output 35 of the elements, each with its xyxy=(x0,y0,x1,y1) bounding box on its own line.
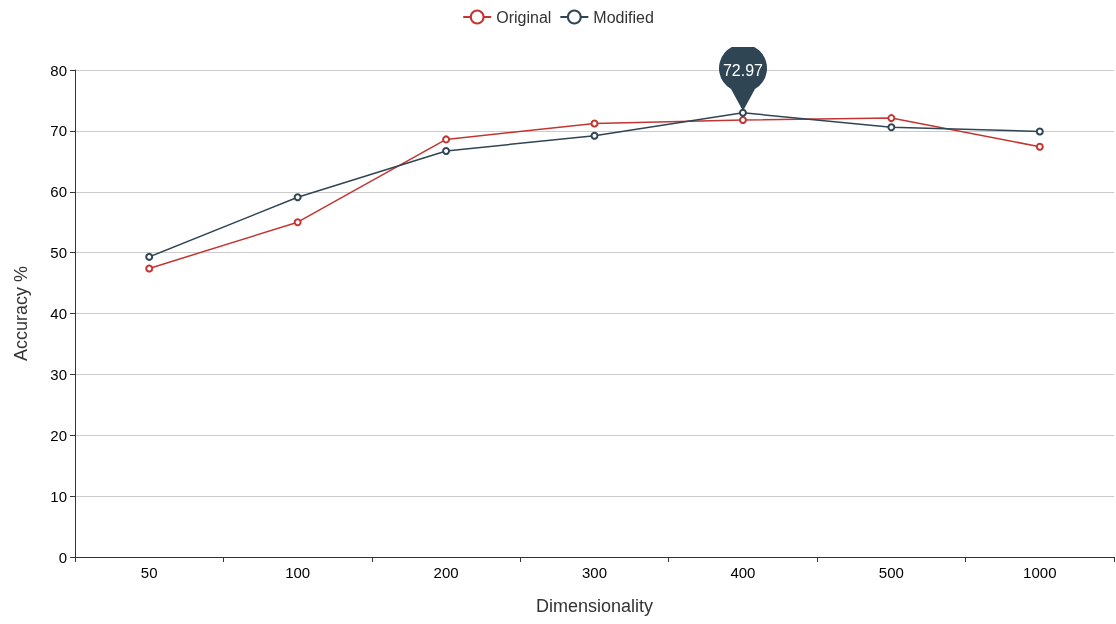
y-tick-label: 60 xyxy=(50,183,67,201)
point xyxy=(145,264,154,273)
y-axis-title: Accuracy % xyxy=(11,265,31,362)
y-tick-label: 70 xyxy=(50,122,67,140)
point xyxy=(887,114,896,123)
y-tick-label: 50 xyxy=(50,244,67,262)
x-tick-label: 400 xyxy=(730,564,756,581)
x-tick-label: 300 xyxy=(581,564,608,581)
point xyxy=(293,193,302,202)
point xyxy=(590,119,599,128)
y-tick-label: 20 xyxy=(50,426,67,444)
y-tick-label: 0 xyxy=(58,548,67,566)
annotation: 72.97 xyxy=(721,60,764,81)
point xyxy=(145,252,154,261)
point xyxy=(442,135,451,144)
x-tick-label: 200 xyxy=(433,564,459,581)
point xyxy=(738,115,747,124)
y-tick-label: 10 xyxy=(50,487,67,505)
x-tick-label: 50 xyxy=(140,564,158,581)
x-tick-label: 100 xyxy=(285,564,311,581)
point xyxy=(1035,127,1044,136)
x-axis-title: Dimensionality xyxy=(535,596,654,616)
point xyxy=(442,146,451,155)
point xyxy=(887,123,896,132)
point xyxy=(590,131,599,140)
x-tick-label: 1000 xyxy=(1023,564,1057,581)
legend-label: Modified xyxy=(593,8,654,26)
y-tick-label: 80 xyxy=(50,61,67,79)
legend-label: Original xyxy=(496,8,552,26)
point xyxy=(1035,142,1044,151)
point xyxy=(293,218,302,227)
y-tick-label: 40 xyxy=(50,305,67,322)
y-tick-label: 30 xyxy=(50,365,67,383)
point xyxy=(738,108,747,117)
x-tick-label: 500 xyxy=(878,564,904,581)
